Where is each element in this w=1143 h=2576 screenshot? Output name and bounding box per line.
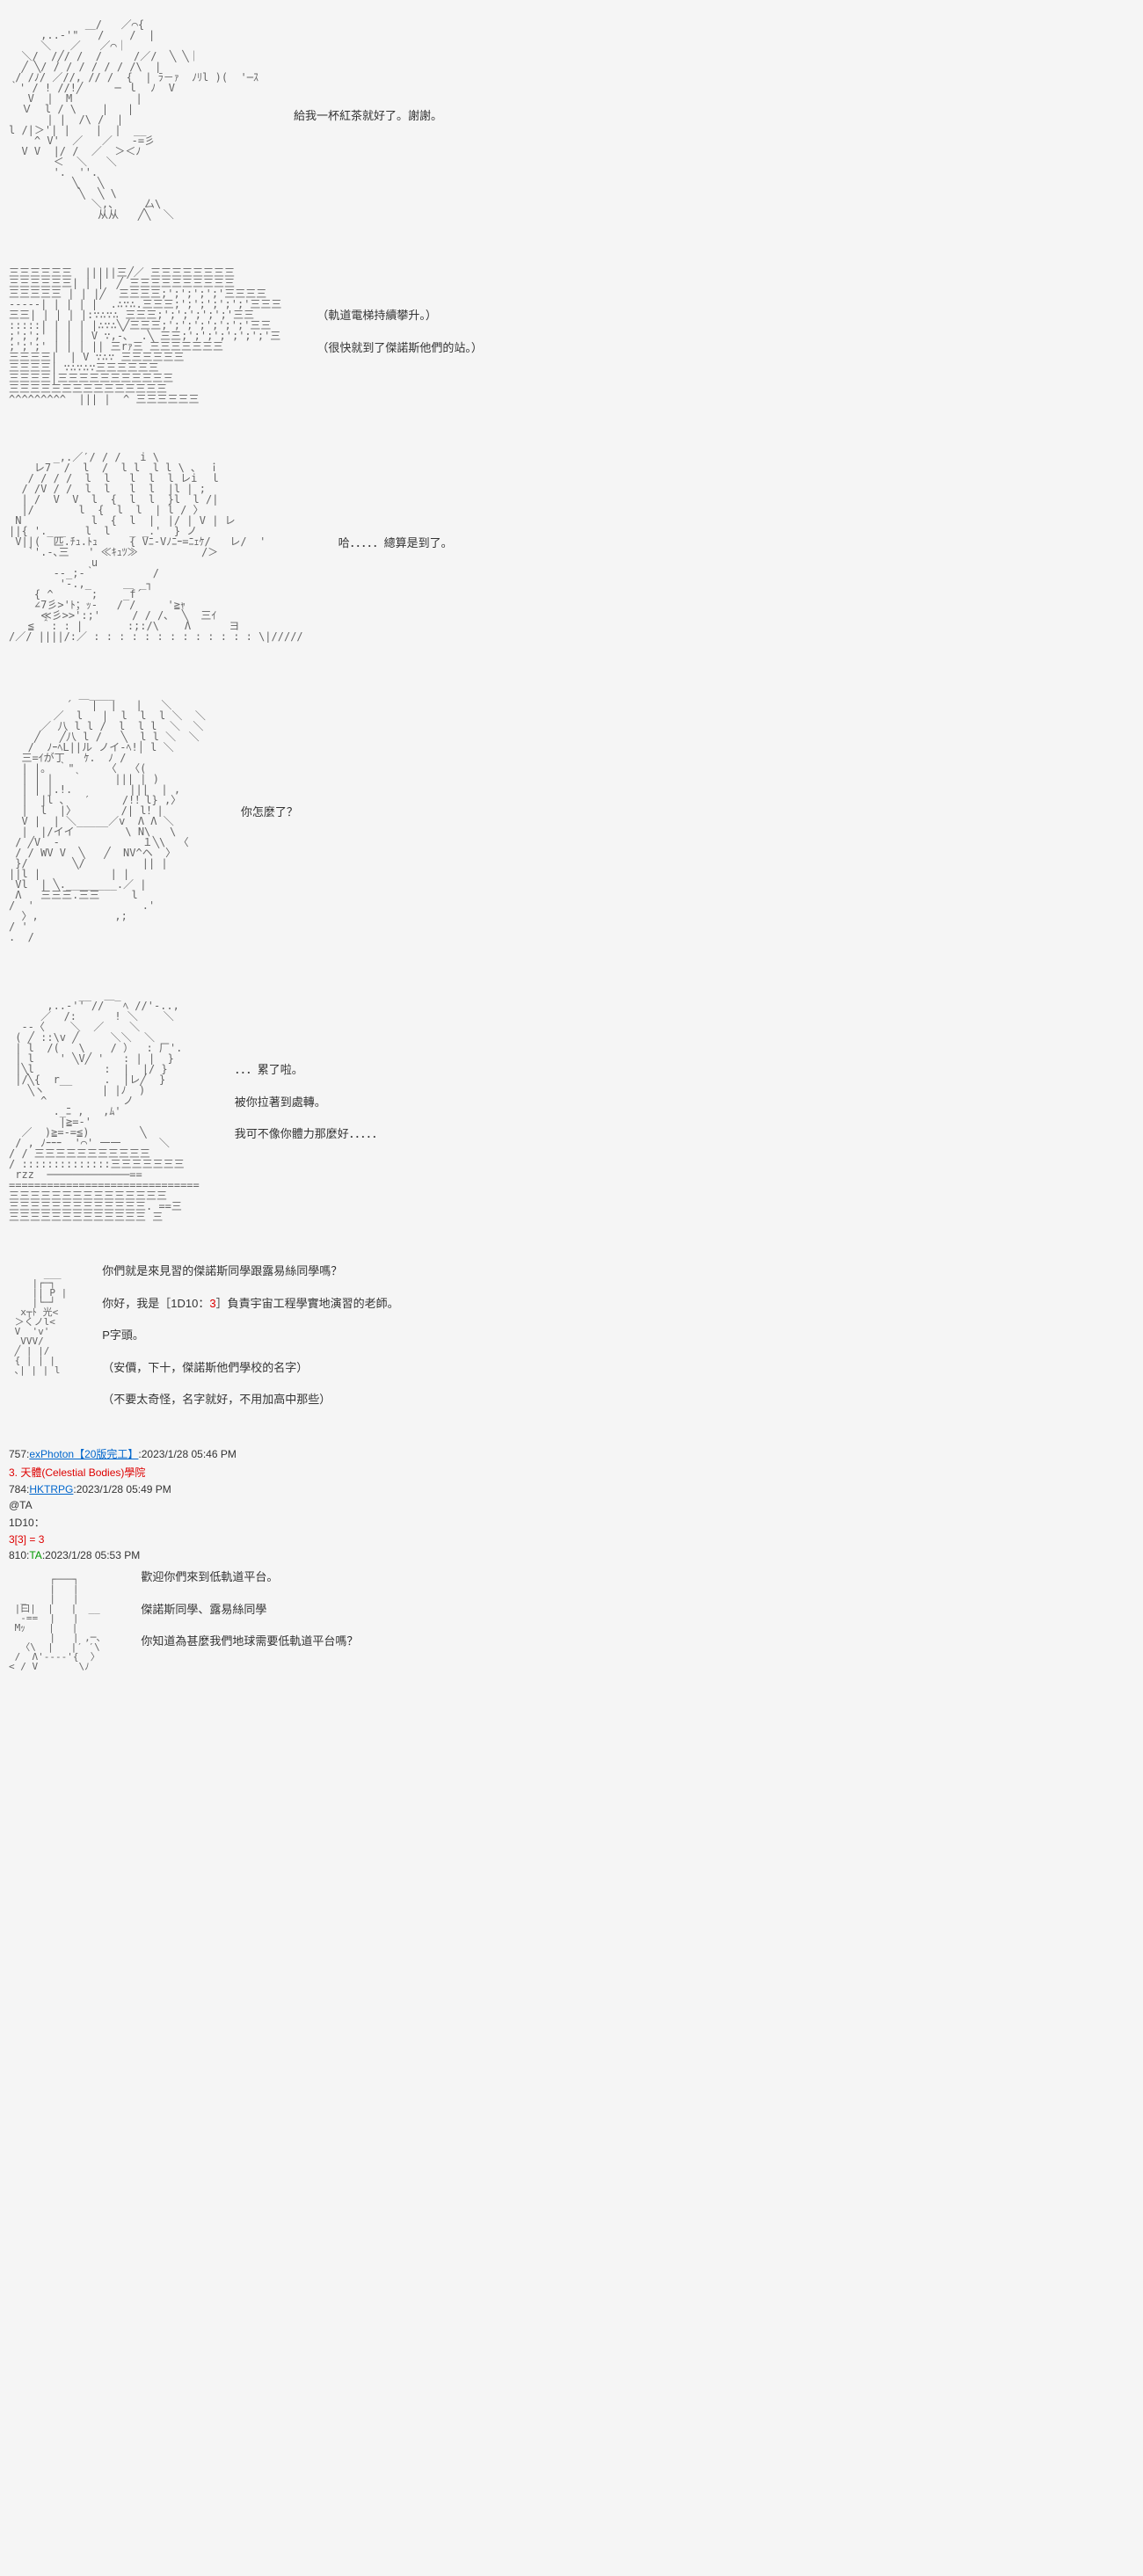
dialogue-line: 我可不像你體力那麼好．．．．．	[235, 1122, 383, 1147]
dialogue-line: 歡迎你們來到低軌道平台。	[141, 1565, 358, 1590]
ascii-art-7: ┌───┐ | | _ | | |曰| | | __ -== | | Mｯ | …	[9, 1575, 106, 1671]
timestamp: :2023/1/28 05:53 PM	[42, 1549, 140, 1561]
dialogue-line: （安價，下十，傑諾斯他們學校的名字）	[102, 1356, 398, 1381]
user-link[interactable]: exPhoton【20版完工】	[29, 1448, 138, 1460]
story-panel-2: 三三三三三三 |||||三╱／ 三三三三三三三三 三三三三三三| | | ╱ 三…	[9, 257, 1134, 415]
dialogue-1: 給我一杯紅茶就好了。謝謝。	[294, 104, 442, 136]
dialogue-7: 歡迎你們來到低軌道平台。 傑諾斯同學、露易絲同學 你知道為甚麼我們地球需要低軌道…	[141, 1565, 358, 1662]
forum-post-784: 784:HKTRPG:2023/1/28 05:49 PM	[9, 1483, 1134, 1495]
story-panel-5: __ ＿_ ,..‐'' // ﾍ //'‐.., ／ /: ! ＼ ＼ --〈…	[9, 979, 1134, 1233]
dialogue-line: （很快就到了傑諾斯他們的站。）	[317, 336, 483, 361]
post-id: 810:	[9, 1549, 29, 1561]
dialogue-line: （不要太奇怪，名字就好，不用加高中那些）	[102, 1387, 398, 1413]
dice-result: 3[3] = 3	[9, 1533, 1134, 1546]
dice-inline: 3	[209, 1297, 215, 1310]
dialogue-4: 你怎麼了？	[241, 800, 298, 833]
dialogue-line: 你們就是來見習的傑諾斯同學跟露易絲同學嗎？	[102, 1259, 398, 1284]
dialogue-3: 哈．．．．．總算是到了。	[339, 531, 453, 564]
dialogue-line: 你怎麼了？	[241, 800, 298, 826]
dialogue-5: ．．．累了啦。 被你拉著到處轉。 我可不像你體力那麼好．．．．．	[235, 1058, 383, 1154]
ascii-art-4: ＿____ ´ | | | ＼ ／ l | l l l ＼ ＼ ／ 八 l l …	[9, 689, 206, 942]
story-panel-3: _,.／′/ / / i \ レ7 / l / l l l l \ ､ ｉ / …	[9, 441, 1134, 652]
dialogue-6: 你們就是來見習的傑諾斯同學跟露易絲同學嗎？ 你好，我是［1D10：3］負責宇宙工…	[102, 1259, 398, 1420]
dice-label: 1D10：	[9, 1515, 1134, 1530]
timestamp: :2023/1/28 05:49 PM	[73, 1483, 171, 1495]
ascii-art-6: ___ |┌─┐ || P | |└─┘ x┬ﾄ 光< ＞くノl< V 'v' …	[9, 1269, 67, 1375]
post-id: 757:	[9, 1448, 29, 1460]
ascii-art-2: 三三三三三三 |||||三╱／ 三三三三三三三三 三三三三三三| | | ╱ 三…	[9, 267, 281, 404]
forum-post-810: 810:TA:2023/1/28 05:53 PM	[9, 1549, 1134, 1561]
forum-post-757: 757:exPhoton【20版完工】:2023/1/28 05:46 PM	[9, 1446, 1134, 1461]
dialogue-line: （軌道電梯持續攀升。）	[317, 303, 483, 329]
story-panel-1: ＿/ ／⌒{ ,..‐'" / / | ＼ ／ ／⌒｜ ＼/ /╱/ / / /…	[9, 9, 1134, 230]
dialogue-line: 被你拉著到處轉。	[235, 1090, 383, 1116]
dialogue-line: P字頭。	[102, 1323, 398, 1349]
ascii-art-3: _,.／′/ / / i \ レ7 / l / l l l l \ ､ ｉ / …	[9, 452, 303, 642]
post-id: 784:	[9, 1483, 29, 1495]
dialogue-line: 你知道為甚麼我們地球需要低軌道平台嗎？	[141, 1629, 358, 1655]
dialogue-line: 你好，我是［1D10：3］負責宇宙工程學實地演習的老師。	[102, 1292, 398, 1317]
dialogue-line: 傑諾斯同學、露易絲同學	[141, 1597, 358, 1623]
dialogue-line: 給我一杯紅茶就好了。謝謝。	[294, 104, 442, 129]
mention: @TA	[9, 1499, 1134, 1511]
dialogue-line: ．．．累了啦。	[235, 1058, 383, 1083]
school-name-result: 3. 天體(Celestial Bodies)學院	[9, 1465, 1134, 1480]
story-panel-7: ┌───┐ | | _ | | |曰| | | __ -== | | Mｯ | …	[9, 1565, 1134, 1681]
timestamp: :2023/1/28 05:46 PM	[138, 1448, 236, 1460]
dialogue-2: （軌道電梯持續攀升。） （很快就到了傑諾斯他們的站。）	[317, 303, 483, 367]
story-panel-6: ___ |┌─┐ || P | |└─┘ x┬ﾄ 光< ＞くノl< V 'v' …	[9, 1259, 1134, 1420]
ascii-art-5: __ ＿_ ,..‐'' // ﾍ //'‐.., ／ /: ! ＼ ＼ --〈…	[9, 990, 200, 1222]
user-name: TA	[29, 1549, 41, 1561]
dialogue-line: 哈．．．．．總算是到了。	[339, 531, 453, 557]
ascii-art-1: ＿/ ／⌒{ ,..‐'" / / | ＼ ／ ／⌒｜ ＼/ /╱/ / / /…	[9, 19, 258, 220]
story-panel-4: ＿____ ´ | | | ＼ ／ l | l l l ＼ ＼ ／ 八 l l …	[9, 679, 1134, 953]
user-link[interactable]: HKTRPG	[29, 1483, 73, 1495]
